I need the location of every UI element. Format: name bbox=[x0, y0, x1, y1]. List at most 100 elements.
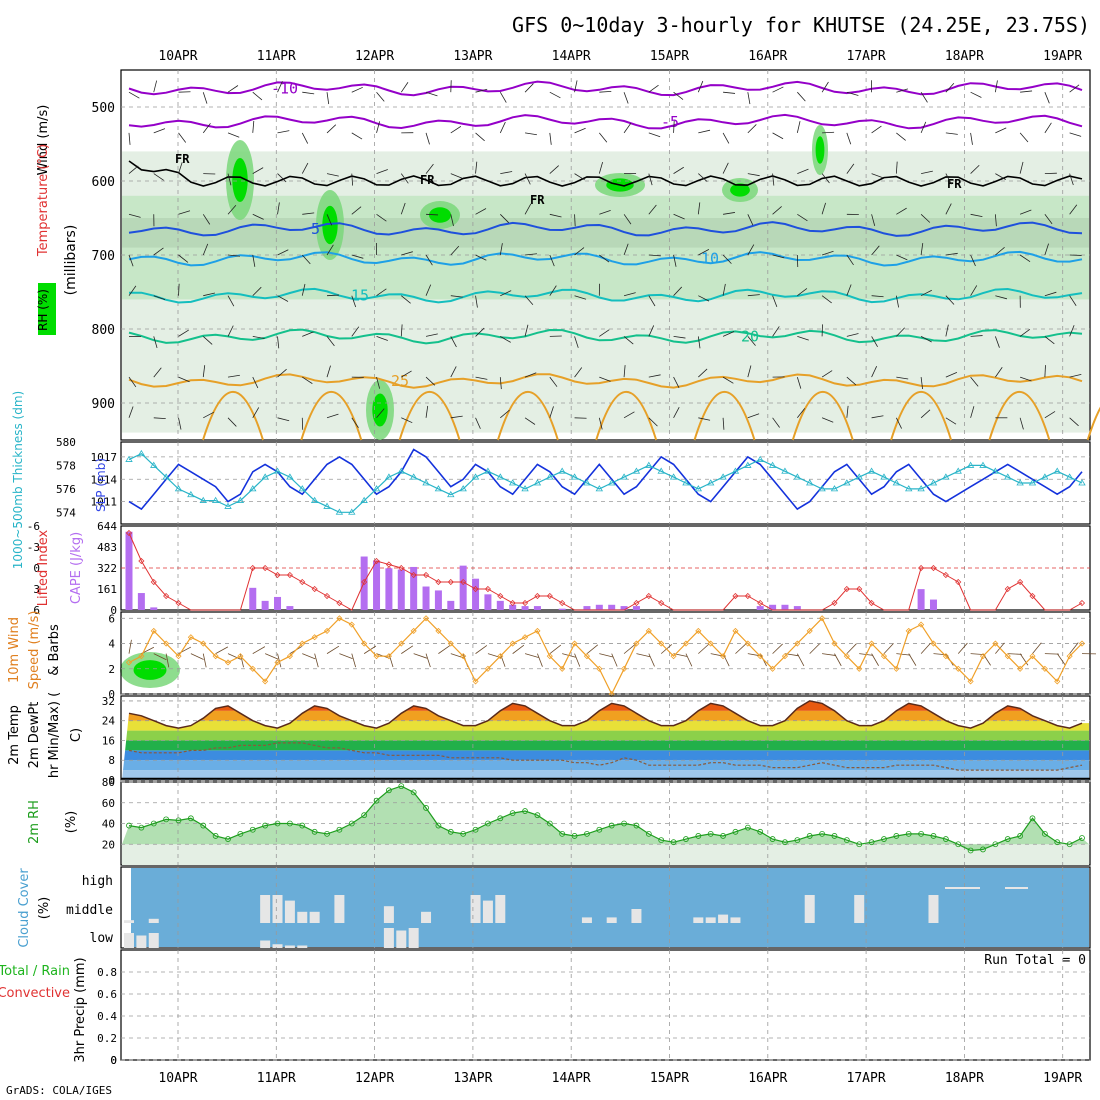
rh-point bbox=[1079, 835, 1085, 841]
thickness-point bbox=[360, 496, 368, 503]
wind-barb bbox=[301, 254, 311, 265]
rh-point bbox=[1004, 836, 1011, 842]
wind-barb bbox=[995, 367, 1003, 378]
wind-barb bbox=[277, 249, 289, 256]
wind-barb bbox=[945, 372, 958, 378]
wind-barb bbox=[401, 417, 413, 424]
wind-barb bbox=[1044, 243, 1049, 256]
wind-speed-point bbox=[1041, 665, 1048, 672]
temp-color-band bbox=[122, 760, 1089, 771]
wind-barb bbox=[698, 417, 711, 421]
li-point bbox=[336, 599, 343, 607]
wind-barb bbox=[351, 132, 363, 140]
day-label-top: 17APR bbox=[847, 49, 886, 64]
rh-point bbox=[522, 808, 528, 814]
wind-barb bbox=[326, 173, 339, 177]
10m-wind-barb bbox=[339, 653, 353, 660]
thickness-point bbox=[447, 490, 455, 498]
thickness-point bbox=[249, 485, 257, 492]
wind-barb bbox=[895, 295, 900, 308]
freezing-level-line bbox=[128, 160, 1083, 187]
wind-barb bbox=[697, 202, 701, 215]
pressure-tick: 500 bbox=[92, 101, 115, 116]
wind-speed-point bbox=[546, 653, 553, 660]
wind-speed-point bbox=[1004, 653, 1011, 660]
wind-barb bbox=[227, 85, 239, 93]
wind-barb bbox=[351, 295, 357, 308]
li-tick: 3 bbox=[33, 583, 40, 596]
thickness-point bbox=[348, 508, 356, 515]
label-2m-dewpt: 2m DewPt bbox=[27, 702, 42, 769]
thickness-point bbox=[211, 496, 220, 503]
wind-barb bbox=[599, 254, 610, 263]
cape-tick: 322 bbox=[97, 562, 117, 575]
wind-barb bbox=[475, 161, 478, 174]
rh-blob-core bbox=[815, 136, 825, 164]
panel-frame bbox=[120, 866, 1091, 949]
surface-temp-contour bbox=[791, 391, 854, 441]
cloud-bar bbox=[606, 917, 617, 923]
wind-barb bbox=[822, 131, 835, 134]
wind-barb bbox=[970, 132, 973, 145]
10m-wind-barb bbox=[611, 653, 618, 667]
wind-barb bbox=[945, 324, 949, 337]
rh-point bbox=[200, 822, 207, 829]
wind-barb bbox=[178, 283, 180, 296]
wind-barb bbox=[128, 132, 131, 145]
surface-temp-contour bbox=[398, 391, 461, 441]
wind-barb bbox=[227, 417, 237, 427]
label-slp: SLP (mb) bbox=[94, 458, 108, 512]
cloud-level-label: high bbox=[82, 874, 113, 889]
wind-barb bbox=[549, 91, 561, 99]
wind-barb bbox=[227, 132, 240, 138]
label-cloud-unit: (%) bbox=[37, 897, 52, 920]
thickness-point bbox=[224, 502, 232, 509]
thickness-point bbox=[607, 479, 616, 486]
wind-barb bbox=[400, 202, 406, 215]
wind-barb bbox=[376, 213, 387, 222]
10m-wind-barb bbox=[438, 645, 451, 654]
rh-point bbox=[732, 828, 739, 835]
wind-barb bbox=[970, 91, 982, 98]
wind-barb bbox=[153, 247, 164, 256]
wind-barb bbox=[698, 129, 711, 134]
wind-barb bbox=[574, 336, 579, 348]
thickness-point bbox=[1041, 473, 1049, 480]
wind-barb bbox=[920, 91, 928, 103]
wind-barb bbox=[722, 162, 729, 174]
label-cloud-cover: Cloud Cover bbox=[17, 868, 32, 948]
thickness-point bbox=[137, 449, 146, 457]
wind-barb bbox=[648, 204, 657, 215]
li-point bbox=[323, 592, 331, 600]
wind-barb bbox=[252, 336, 265, 339]
wind-barb bbox=[920, 377, 923, 390]
wind-barb bbox=[227, 204, 237, 215]
wind-barb bbox=[970, 285, 978, 296]
run-total-label: Run Total = 0 bbox=[984, 953, 1086, 968]
surface-temp-contour bbox=[202, 391, 264, 441]
wind-barb bbox=[994, 336, 1000, 348]
li-point bbox=[422, 571, 430, 579]
10m-wind-barb bbox=[227, 653, 241, 660]
wind-barb bbox=[128, 254, 134, 267]
10m-wind-barb bbox=[772, 643, 783, 654]
wind-barb bbox=[450, 245, 460, 256]
rh-point bbox=[336, 826, 343, 833]
cloud-bar bbox=[631, 909, 642, 923]
rh-point bbox=[757, 828, 764, 835]
rh-point bbox=[460, 830, 467, 837]
wind-barb bbox=[203, 411, 215, 419]
wind-barb bbox=[722, 331, 735, 337]
panel-frame bbox=[120, 441, 1091, 525]
rh-point bbox=[1066, 841, 1073, 848]
thickness-point bbox=[830, 485, 839, 492]
label-precip: 3hr Precip (mm) bbox=[73, 957, 88, 1062]
wind-barb bbox=[277, 202, 280, 215]
thickness-tick: 580 bbox=[56, 436, 76, 449]
wind-barb bbox=[252, 213, 264, 220]
wind-barb bbox=[673, 286, 683, 296]
thickness-point bbox=[298, 485, 306, 492]
wind-speed-point bbox=[435, 627, 442, 634]
thickness-point bbox=[855, 473, 863, 480]
wind-barb bbox=[772, 86, 784, 93]
